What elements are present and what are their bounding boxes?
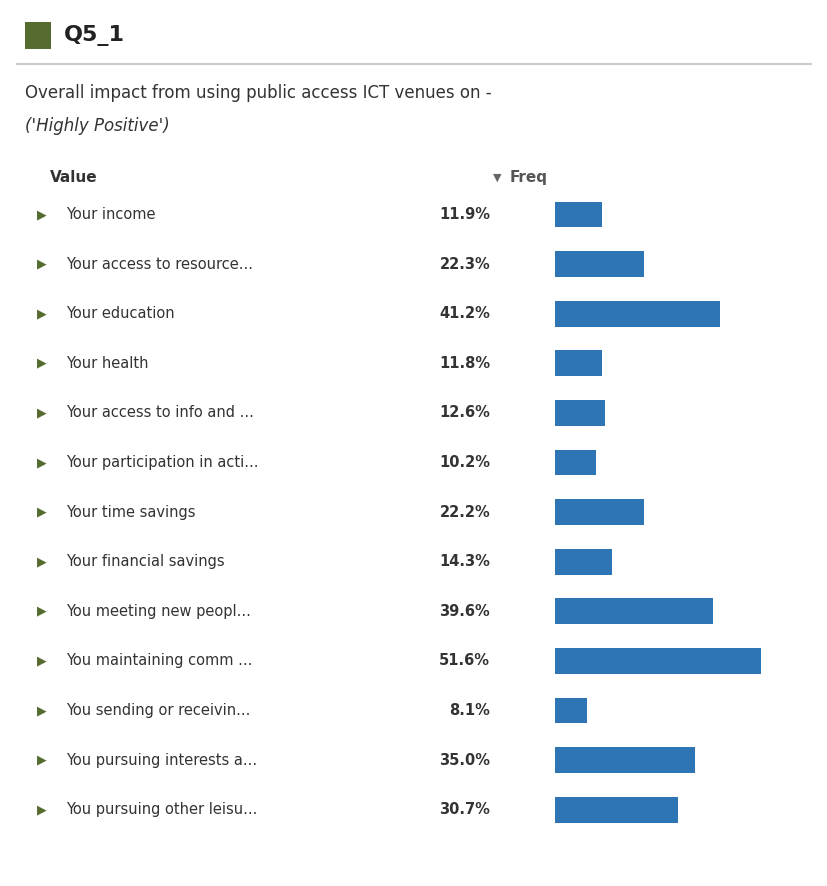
Text: Your access to info and ...: Your access to info and ... — [66, 406, 254, 420]
Text: You pursuing interests a...: You pursuing interests a... — [66, 753, 257, 767]
Text: ▶: ▶ — [36, 754, 46, 766]
Text: 10.2%: 10.2% — [438, 455, 490, 470]
Text: Overall impact from using public access ICT venues on -: Overall impact from using public access … — [25, 84, 491, 102]
Text: Your participation in acti...: Your participation in acti... — [66, 455, 258, 470]
Bar — [25, 22, 51, 49]
Text: ▼: ▼ — [492, 172, 500, 183]
Text: You pursuing other leisu...: You pursuing other leisu... — [66, 803, 257, 817]
Bar — [554, 400, 605, 426]
Text: Freq: Freq — [509, 170, 547, 184]
Text: 51.6%: 51.6% — [438, 654, 490, 668]
Text: Your time savings: Your time savings — [66, 505, 195, 519]
Text: ▶: ▶ — [36, 208, 46, 221]
Text: 41.2%: 41.2% — [439, 307, 490, 321]
Text: 22.2%: 22.2% — [439, 505, 490, 519]
Text: You meeting new peopl...: You meeting new peopl... — [66, 604, 251, 618]
Text: Q5_1: Q5_1 — [64, 25, 125, 46]
Text: 11.9%: 11.9% — [438, 207, 490, 222]
Text: 30.7%: 30.7% — [439, 803, 490, 817]
Text: ('Highly Positive'): ('Highly Positive') — [25, 117, 170, 135]
Bar — [554, 300, 719, 327]
Text: 14.3%: 14.3% — [439, 555, 490, 569]
Bar — [554, 449, 595, 476]
Text: ▶: ▶ — [36, 307, 46, 320]
Bar — [554, 201, 602, 228]
Text: Your income: Your income — [66, 207, 155, 222]
Text: ▶: ▶ — [36, 258, 46, 270]
Bar — [554, 598, 712, 625]
Text: 35.0%: 35.0% — [438, 753, 490, 767]
Text: ▶: ▶ — [36, 655, 46, 667]
Text: ▶: ▶ — [36, 605, 46, 618]
Text: ▶: ▶ — [36, 407, 46, 419]
Text: ▶: ▶ — [36, 704, 46, 717]
Bar — [554, 747, 694, 773]
Text: 22.3%: 22.3% — [439, 257, 490, 271]
Text: Your financial savings: Your financial savings — [66, 555, 225, 569]
Text: ▶: ▶ — [36, 556, 46, 568]
Text: 39.6%: 39.6% — [439, 604, 490, 618]
Bar — [554, 548, 611, 575]
Text: ▶: ▶ — [36, 456, 46, 469]
Bar — [554, 499, 643, 525]
Text: Your access to resource...: Your access to resource... — [66, 257, 253, 271]
Text: ▶: ▶ — [36, 506, 46, 518]
Bar — [554, 648, 760, 674]
Text: 8.1%: 8.1% — [449, 703, 490, 718]
Text: Value: Value — [50, 170, 98, 184]
Text: ▶: ▶ — [36, 804, 46, 816]
Text: You maintaining comm ...: You maintaining comm ... — [66, 654, 252, 668]
Text: Your education: Your education — [66, 307, 174, 321]
Bar — [554, 251, 643, 277]
Bar — [554, 797, 676, 823]
Text: Your health: Your health — [66, 356, 149, 370]
Text: You sending or receivin...: You sending or receivin... — [66, 703, 251, 718]
Text: ▶: ▶ — [36, 357, 46, 369]
Bar — [554, 350, 601, 377]
Text: 12.6%: 12.6% — [439, 406, 490, 420]
Bar — [554, 697, 586, 724]
Text: 11.8%: 11.8% — [438, 356, 490, 370]
